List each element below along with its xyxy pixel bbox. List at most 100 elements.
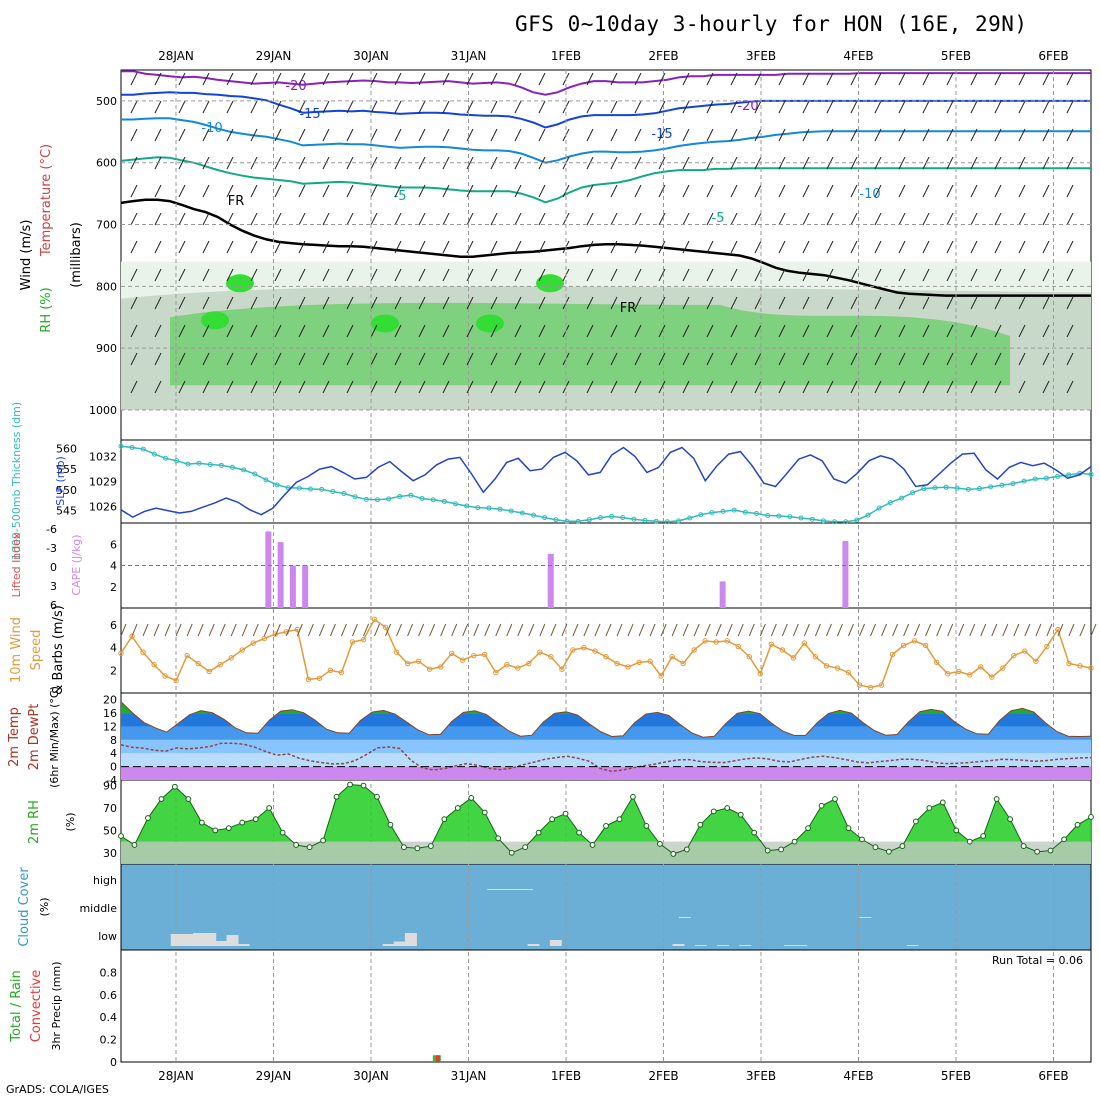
thickness-point bbox=[296, 485, 302, 491]
rh2m-point bbox=[912, 818, 919, 825]
wind-barb bbox=[970, 240, 978, 254]
wind10m-point bbox=[1077, 663, 1083, 669]
rh2m-point bbox=[360, 782, 367, 789]
wind10m-barb bbox=[352, 623, 358, 637]
wind-barb bbox=[970, 72, 978, 86]
wind-barb bbox=[682, 72, 690, 86]
wind-barb bbox=[394, 380, 402, 394]
thickness-point bbox=[1066, 472, 1072, 478]
wind10m-barb bbox=[252, 623, 259, 637]
wind10m-point bbox=[338, 669, 345, 676]
wind-barb bbox=[394, 324, 402, 338]
wind10m-tick: 4 bbox=[110, 642, 117, 655]
wind10m-barb bbox=[1035, 623, 1042, 637]
wind10m-point bbox=[118, 650, 124, 657]
temp2m-line bbox=[120, 701, 1092, 738]
wind-barb bbox=[946, 324, 954, 338]
wind10m-barb bbox=[726, 623, 733, 637]
wind10m-barb bbox=[1057, 623, 1064, 637]
axis-label-barbs: & Barbs (m/s) bbox=[51, 605, 66, 695]
lifted-index-tick: -3 bbox=[46, 542, 57, 555]
thickness-point bbox=[419, 496, 425, 502]
thickness-point bbox=[999, 482, 1005, 488]
axis-label-slp: SLP (mb) bbox=[54, 456, 67, 506]
wind10m-point bbox=[327, 667, 334, 674]
cloud-bar bbox=[226, 935, 239, 946]
wind10m-point bbox=[448, 650, 455, 657]
wind-barb bbox=[538, 184, 546, 198]
date-label-top: 30JAN bbox=[353, 49, 389, 63]
wind-barb bbox=[298, 184, 306, 198]
thickness-point bbox=[486, 505, 492, 511]
cape-bar bbox=[277, 542, 284, 608]
wind-barb bbox=[418, 324, 426, 338]
wind-barb bbox=[706, 100, 714, 114]
wind-barb bbox=[274, 296, 282, 310]
rh2m-point bbox=[468, 795, 475, 801]
wind-barb bbox=[826, 324, 834, 338]
axis-label-10m-wind: 10m Wind bbox=[9, 617, 24, 683]
date-label-top: 4FEB bbox=[843, 49, 873, 63]
wind-barb bbox=[514, 184, 522, 198]
wind-barb bbox=[322, 324, 330, 338]
wind-barb bbox=[1066, 352, 1074, 366]
wind-barb bbox=[802, 184, 810, 198]
cloud-bar bbox=[382, 944, 395, 946]
wind10m-point bbox=[173, 677, 179, 684]
wind-barb bbox=[394, 212, 402, 226]
wind-barb bbox=[274, 380, 282, 394]
wind10m-barb bbox=[1068, 623, 1075, 637]
wind10m-barb bbox=[363, 623, 369, 637]
wind10m-barb bbox=[1024, 623, 1031, 637]
wind-barb bbox=[490, 212, 498, 226]
wind10m-point bbox=[889, 651, 896, 658]
rh2m-point bbox=[656, 840, 663, 847]
wind10m-point bbox=[713, 639, 719, 645]
wind-barb bbox=[442, 296, 450, 310]
wind-barb bbox=[154, 184, 162, 198]
wind-barb bbox=[658, 100, 666, 114]
wind-barb bbox=[226, 324, 234, 338]
wind-barb bbox=[490, 296, 498, 310]
wind-barb bbox=[538, 324, 546, 338]
thickness-point bbox=[319, 486, 325, 492]
wind10m-barb bbox=[825, 623, 832, 637]
rh2m-point bbox=[171, 783, 178, 790]
wind-barb bbox=[130, 156, 138, 170]
wind-barb bbox=[826, 212, 834, 226]
cloud-bar bbox=[672, 944, 685, 946]
cloud-bar bbox=[678, 917, 691, 918]
date-label-bottom: 31JAN bbox=[451, 1069, 487, 1083]
wind-barb bbox=[298, 128, 306, 142]
wind-barb bbox=[730, 296, 738, 310]
wind-barb bbox=[490, 100, 498, 114]
wind10m-point bbox=[151, 661, 157, 668]
thickness-point bbox=[620, 515, 626, 521]
wind-barb bbox=[850, 324, 858, 338]
thickness-point bbox=[809, 516, 815, 522]
rh2m-point bbox=[805, 825, 811, 832]
wind-barb bbox=[226, 100, 234, 114]
wind10m-barb bbox=[594, 623, 601, 637]
panel-thick bbox=[120, 439, 1092, 524]
thickness-point bbox=[352, 494, 358, 500]
wind-barb bbox=[898, 240, 906, 254]
wind-barb bbox=[154, 100, 162, 114]
wind-barb bbox=[226, 352, 234, 366]
wind-barb bbox=[1042, 212, 1050, 226]
wind-barb bbox=[850, 296, 858, 310]
wind10m-point bbox=[922, 642, 929, 649]
wind-barb bbox=[178, 72, 186, 86]
wind-barb bbox=[634, 100, 642, 114]
wind10m-barb bbox=[429, 623, 436, 637]
wind-barb bbox=[442, 324, 450, 338]
date-label-top: 31JAN bbox=[451, 49, 487, 63]
rh2m-point bbox=[1020, 843, 1027, 849]
wind-barb bbox=[490, 128, 498, 142]
rh2m-point bbox=[495, 835, 502, 842]
wind-barb bbox=[778, 240, 786, 254]
wind-barb bbox=[322, 380, 330, 394]
wind-barb bbox=[610, 212, 618, 226]
cape-bar bbox=[719, 581, 726, 608]
wind-barb bbox=[490, 352, 498, 366]
